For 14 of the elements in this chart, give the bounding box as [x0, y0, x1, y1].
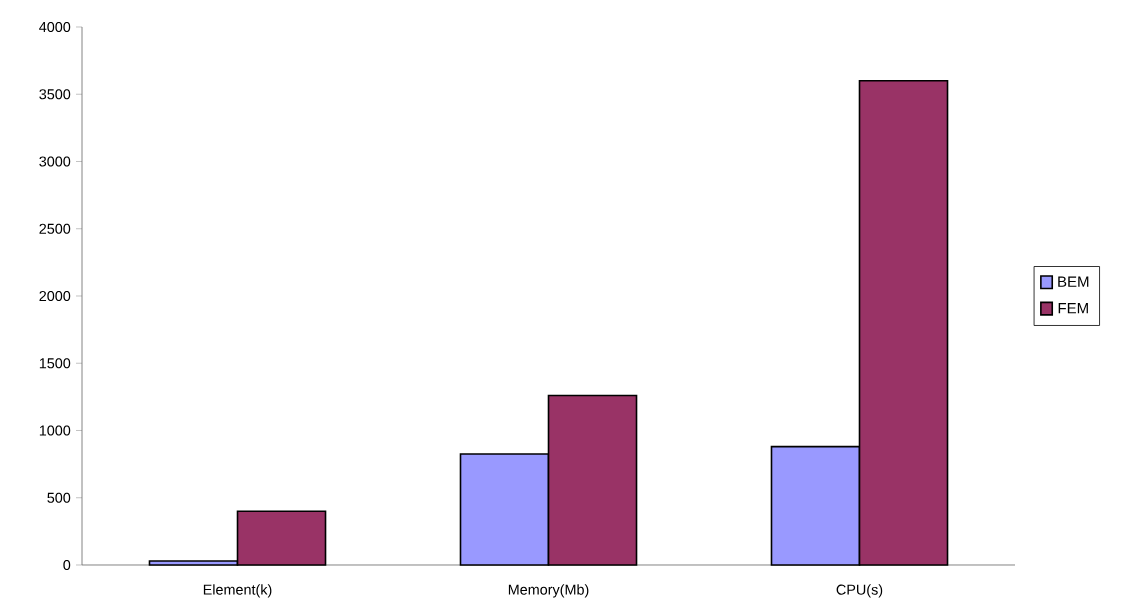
y-tick-label: 3500 — [39, 89, 71, 100]
legend-label: FEM — [1058, 302, 1088, 314]
y-tick-label: 1500 — [39, 358, 71, 369]
x-tick-label: Element(k) — [203, 584, 272, 598]
y-tick-label: 4000 — [39, 21, 71, 33]
y-tick-label: 2500 — [39, 223, 71, 234]
x-tick-label: Memory(Mb) — [508, 584, 589, 598]
y-tick-label: 1000 — [39, 425, 71, 436]
y-tick-label: 3000 — [39, 156, 71, 167]
legend-label: BEM — [1058, 276, 1089, 287]
y-tick-label: 500 — [47, 492, 71, 503]
y-tick-label: 0 — [63, 559, 71, 571]
x-tick-label: CPU(s) — [836, 584, 883, 598]
y-tick-label: 2000 — [39, 290, 71, 302]
